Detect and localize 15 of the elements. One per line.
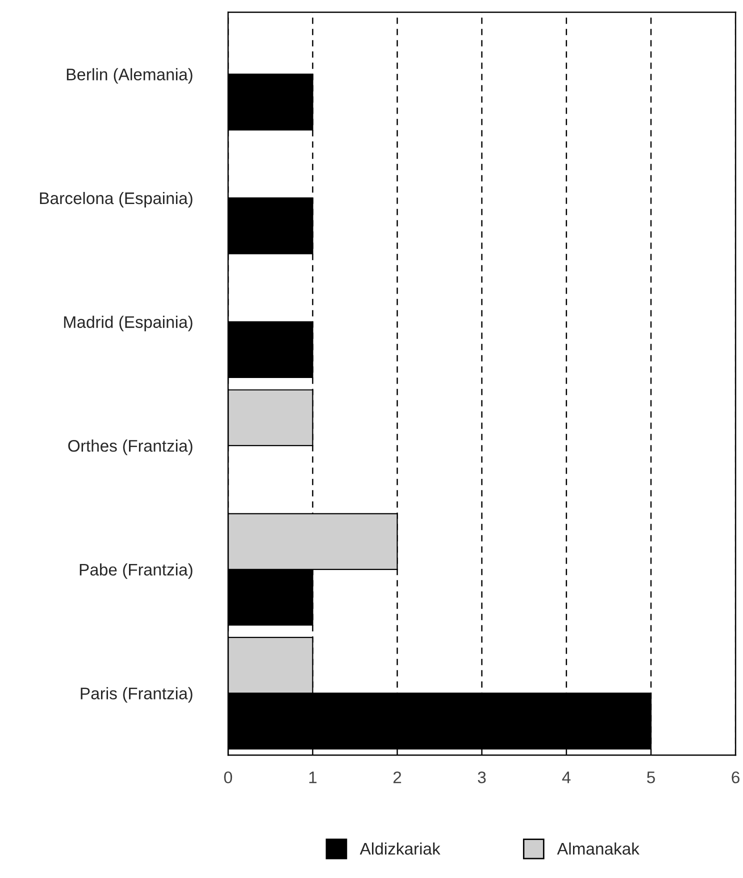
x-tick-label: 1 (309, 772, 316, 784)
x-tick-label: 6 (732, 771, 740, 784)
y-tick-label: Madrid (Espainia) (64, 316, 192, 332)
x-tick-label: 0 (224, 771, 232, 784)
legend-label: Almanakak (557, 842, 640, 855)
x-tick-label: 3 (478, 771, 486, 784)
y-tick-label: Paris (Frantzia) (80, 687, 192, 703)
y-tick-label: Berlin (Alemania) (66, 68, 192, 84)
y-tick-label: Barcelona (Espainia) (40, 192, 192, 208)
y-tick-label: Orthes (Frantzia) (68, 440, 192, 456)
x-tick-label: 5 (647, 772, 655, 784)
y-tick-label: Pabe (Frantzia) (80, 563, 192, 579)
x-tick-label: 4 (562, 772, 571, 784)
x-tick-label: 2 (393, 771, 402, 784)
legend-label: Aldizkariak (360, 842, 440, 855)
